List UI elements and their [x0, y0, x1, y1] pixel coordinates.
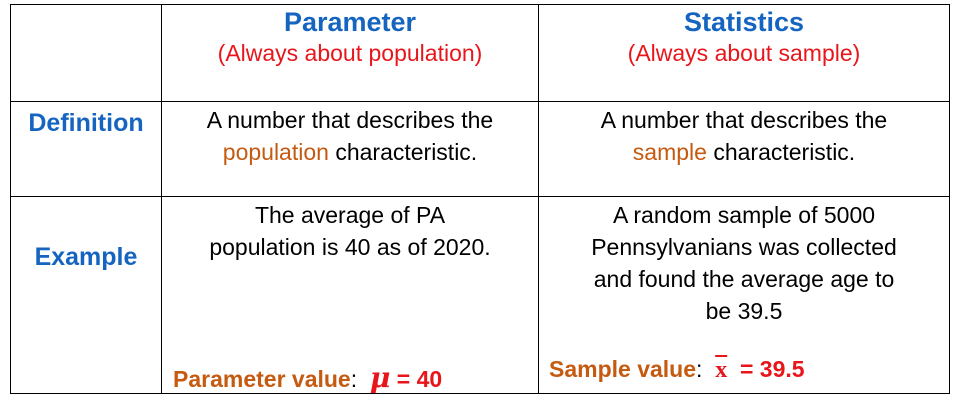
example-parameter-line2: population is 40 as of 2020. [209, 234, 491, 260]
header-parameter-subtitle: (Always about population) [217, 40, 483, 66]
table-column-divider-2 [538, 4, 539, 394]
row-label-definition: Definition [28, 109, 144, 137]
table-border-left [10, 4, 11, 394]
definition-statistics-rest: characteristic. [706, 139, 856, 165]
header-parameter-cell: Parameter (Always about population) [162, 6, 538, 68]
example-statistics-line4: be 39.5 [705, 298, 783, 324]
sample-value-label: Sample value [549, 356, 697, 382]
sample-value-line: Sample value: x = 39.5 [549, 356, 805, 384]
example-parameter-cell: The average of PA population is 40 as of… [162, 199, 538, 263]
table-border-right [949, 4, 950, 394]
example-statistics-line2: Pennsylvanians was collected [591, 234, 897, 260]
header-statistics-title: Statistics [683, 7, 805, 37]
parameter-value-equals: = 40 [390, 366, 443, 392]
definition-statistics-line2: sample characteristic. [539, 136, 949, 168]
row-label-example: Example [34, 243, 138, 271]
x-bar-symbol: x [715, 357, 728, 383]
sample-value-equals: = 39.5 [727, 356, 805, 382]
example-statistics-line1: A random sample of 5000 [612, 202, 876, 228]
parameter-value-line: Parameter value: μ = 40 [173, 361, 442, 394]
sample-value-colon: : [696, 356, 703, 382]
header-statistics-cell: Statistics (Always about sample) [539, 6, 949, 68]
definition-statistics-cell: A number that describes the sample chara… [539, 104, 949, 168]
parameter-value-label: Parameter value [173, 366, 351, 392]
definition-statistics-highlight: sample [632, 139, 707, 165]
example-statistics-cell: A random sample of 5000 Pennsylvanians w… [539, 199, 949, 327]
table-column-divider-1 [161, 4, 162, 394]
example-parameter-line1: The average of PA [254, 202, 446, 228]
definition-parameter-line1: A number that describes the [206, 107, 494, 133]
definition-parameter-line2: population characteristic. [162, 136, 538, 168]
definition-parameter-rest: characteristic. [328, 139, 478, 165]
table-border-top [10, 4, 950, 5]
table-border-bottom [10, 393, 950, 394]
table-row-divider-1 [10, 101, 950, 102]
mu-symbol: μ [369, 361, 391, 394]
header-statistics-subtitle: (Always about sample) [627, 40, 861, 66]
definition-parameter-cell: A number that describes the population c… [162, 104, 538, 168]
table-row-divider-2 [10, 196, 950, 197]
header-parameter-title: Parameter [283, 7, 417, 37]
definition-parameter-highlight: population [222, 139, 329, 165]
definition-statistics-line1: A number that describes the [600, 107, 888, 133]
example-statistics-line3: and found the average age to [593, 266, 895, 292]
parameter-value-colon: : [350, 366, 358, 392]
